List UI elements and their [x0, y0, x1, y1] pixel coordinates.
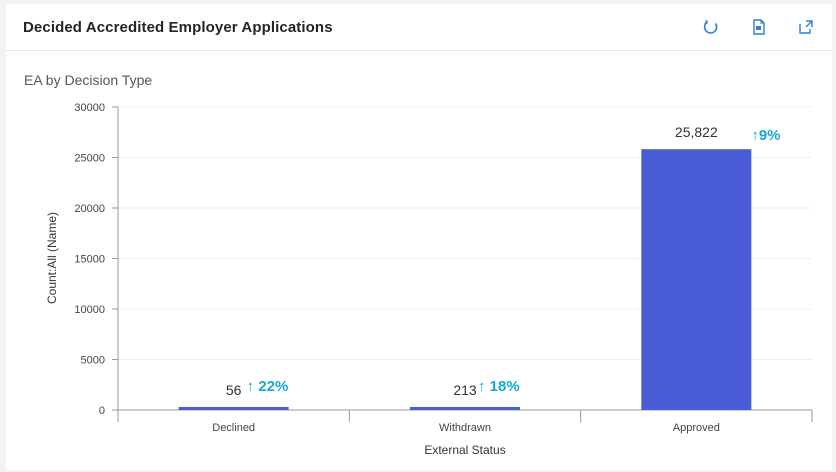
card-title: Decided Accredited Employer Applications: [23, 19, 333, 36]
export-icon[interactable]: [750, 18, 768, 36]
x-tick-label: Approved: [673, 422, 720, 434]
y-tick-label: 15000: [74, 254, 105, 266]
bar: [641, 149, 752, 410]
chart-title: EA by Decision Type: [24, 72, 153, 88]
y-tick-label: 25000: [74, 153, 105, 165]
bar: [178, 407, 289, 410]
x-tick-label: Declined: [212, 422, 255, 434]
change-label: ↑9%: [751, 127, 780, 144]
expand-icon[interactable]: [797, 18, 815, 36]
data-label: 25,822: [675, 124, 718, 140]
y-tick-label: 5000: [81, 355, 105, 367]
y-tick-label: 30000: [74, 102, 105, 114]
data-label: 56: [226, 382, 242, 398]
y-axis-title: Count:All (Name): [45, 212, 59, 304]
change-label: ↑ 18%: [478, 378, 520, 395]
y-tick-label: 20000: [74, 203, 105, 215]
x-tick-label: Withdrawn: [439, 422, 491, 434]
bar: [410, 407, 520, 410]
change-label: ↑ 22%: [247, 378, 289, 395]
refresh-icon[interactable]: [702, 18, 720, 36]
y-tick-label: 0: [99, 405, 105, 417]
x-axis-title: External Status: [424, 443, 505, 457]
card-header: Decided Accredited Employer Applications: [6, 4, 832, 51]
data-label: 213: [453, 382, 477, 398]
y-tick-label: 10000: [74, 304, 105, 316]
